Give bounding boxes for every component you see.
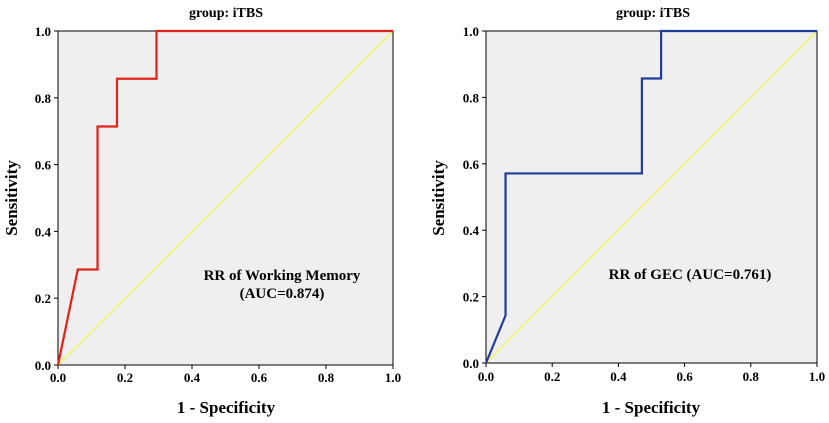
x-tick-label: 0.2	[117, 370, 133, 385]
chart-title: group: iTBS	[616, 6, 690, 21]
y-tick-label: 1.0	[35, 24, 51, 39]
diagonal-reference-line	[57, 30, 394, 366]
x-tick-label: 1.0	[385, 370, 401, 385]
y-tick-label: 0.0	[463, 356, 479, 371]
curve-annotation-line-1: RR of Working Memory	[204, 268, 361, 284]
x-tick-label: 0.0	[478, 369, 494, 384]
y-tick-label: 1.0	[463, 24, 479, 39]
x-tick-label: 1.0	[809, 369, 825, 384]
roc-curve	[56, 29, 393, 366]
roc-curve	[484, 29, 817, 364]
chart-title: group: iTBS	[189, 6, 263, 21]
x-axis-label: 1 - Specificity	[177, 398, 276, 417]
curve-annotation-line-2: (AUC=0.874)	[240, 286, 325, 302]
diagonal-reference-line	[485, 30, 818, 364]
x-tick-label: 0.4	[184, 370, 201, 385]
x-tick-label: 0.8	[743, 369, 760, 384]
y-tick-label: 0.4	[463, 223, 480, 238]
roc-panel-2: group: iTBS 0.0 0.2 0.4 0.6 0.8 1.0 0.0 0.2 0.4 0…	[429, 6, 825, 417]
y-tick-label: 0.2	[463, 290, 479, 305]
y-axis-label: Sensitivity	[429, 160, 448, 236]
x-tick-label: 0.2	[544, 369, 560, 384]
y-tick-label: 0.8	[463, 90, 480, 105]
y-tick-label: 0.8	[35, 91, 52, 106]
y-tick-label: 0.4	[35, 224, 52, 239]
x-tick-label: 0.6	[251, 370, 268, 385]
roc-panel-1: group: iTBS 0.0 0.2 0.4 0.6 0.8 1.0 0.0 0.2 0.4 0…	[2, 6, 401, 417]
x-tick-label: 0.8	[318, 370, 335, 385]
x-axis-label: 1 - Specificity	[602, 398, 701, 417]
y-tick-label: 0.0	[35, 358, 51, 373]
x-tick-label: 0.6	[676, 369, 693, 384]
y-tick-label: 0.6	[463, 157, 480, 172]
y-tick-label: 0.6	[35, 158, 52, 173]
y-tick-label: 0.2	[35, 291, 51, 306]
y-axis-label: Sensitivity	[2, 160, 21, 236]
x-tick-label: 0.0	[50, 370, 66, 385]
curve-annotation-line-1: RR of GEC (AUC=0.761)	[609, 267, 772, 283]
x-tick-label: 0.4	[610, 369, 627, 384]
